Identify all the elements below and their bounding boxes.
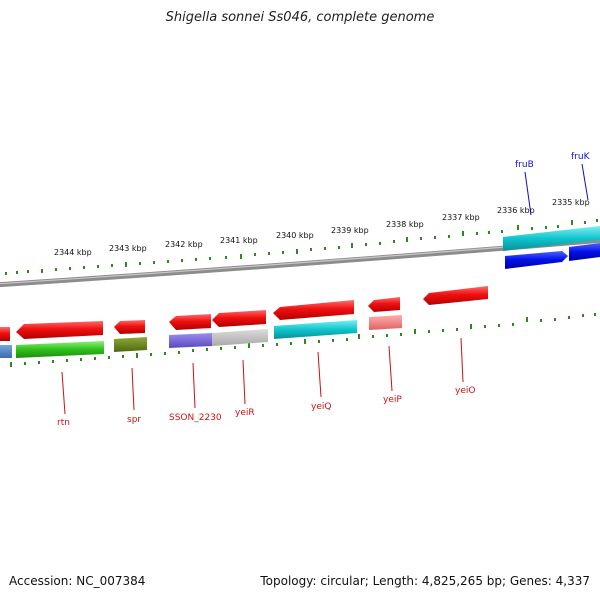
gene-label-fruB[interactable]: fruB: [515, 160, 534, 170]
gene-fruB-feature[interactable]: [503, 226, 600, 251]
lower-gene-track-arrows: [0, 286, 488, 341]
label-leader-yeiQ: [317, 351, 322, 398]
label-leader-yeiR: [242, 359, 246, 405]
gene-label-fruK[interactable]: fruK: [571, 152, 591, 162]
scale-label: 2341 kbp: [220, 236, 258, 245]
label-leader-spr: [131, 367, 135, 411]
category-box-yeiR[interactable]: [212, 329, 268, 346]
label-leader-fruB: [524, 171, 532, 216]
category-box-yeiQ[interactable]: [274, 320, 357, 339]
scale-label: 2340 kbp: [276, 231, 314, 240]
label-leader-yeiO: [460, 337, 464, 383]
scale-label: 2339 kbp: [331, 226, 369, 235]
page-title: Shigella sonnei Ss046, complete genome: [165, 10, 435, 25]
gene-yeiR-arrow[interactable]: [212, 310, 266, 327]
gene-label-yeiR[interactable]: yeiR: [235, 408, 255, 418]
gene-rtn-arrow[interactable]: [16, 321, 103, 339]
gene-fruB-feature-lower[interactable]: [505, 251, 568, 269]
category-box-spr[interactable]: [114, 337, 147, 352]
scale-label: 2342 kbp: [165, 240, 203, 249]
gene-SSON_2230-arrow[interactable]: [169, 314, 211, 330]
gene-label-rtn[interactable]: rtn: [57, 418, 70, 428]
genome-stats-text: Topology: circular; Length: 4,825,265 bp…: [260, 574, 590, 588]
upper-tick-row: [5, 219, 598, 275]
scale-label: 2336 kbp: [497, 206, 535, 215]
gene-yeiP-arrow[interactable]: [368, 297, 400, 312]
gene-label-yeiP[interactable]: yeiP: [383, 395, 402, 405]
label-leader-yeiP: [388, 345, 393, 392]
gene-yeiO-arrow[interactable]: [423, 286, 488, 305]
lower-tick-row: [10, 313, 596, 367]
lower-gene-track-boxes: [0, 315, 402, 358]
gene-spr-arrow[interactable]: [114, 320, 145, 334]
gene-fruK-feature[interactable]: [569, 243, 600, 261]
scale-label: 2335 kbp: [552, 198, 590, 207]
category-box-steel[interactable]: [0, 345, 12, 358]
scale-label: 2343 kbp: [109, 244, 147, 253]
scale-label: 2338 kbp: [386, 220, 424, 229]
scale-label: 2344 kbp: [54, 248, 92, 257]
category-box-SSON_2230[interactable]: [169, 333, 212, 348]
gene-label-yeiQ[interactable]: yeiQ: [311, 402, 331, 412]
accession-text: Accession: NC_007384: [9, 574, 146, 588]
label-leader-SSON_2230: [192, 362, 196, 409]
gene-label-yeiO[interactable]: yeiO: [455, 386, 475, 396]
label-leader-fruK: [581, 163, 589, 201]
label-leader-rtn: [61, 371, 66, 415]
scale-label: 2337 kbp: [442, 213, 480, 222]
gene-yeiQ-arrow[interactable]: [273, 300, 354, 320]
category-box-yeiP[interactable]: [369, 315, 402, 330]
gene-rtn-fragment[interactable]: [0, 327, 10, 341]
category-box-rtn[interactable]: [16, 341, 104, 358]
gene-label-SSON_2230[interactable]: SSON_2230: [169, 413, 222, 423]
gene-label-spr[interactable]: spr: [127, 415, 141, 425]
upper-gene-track: [503, 226, 600, 269]
